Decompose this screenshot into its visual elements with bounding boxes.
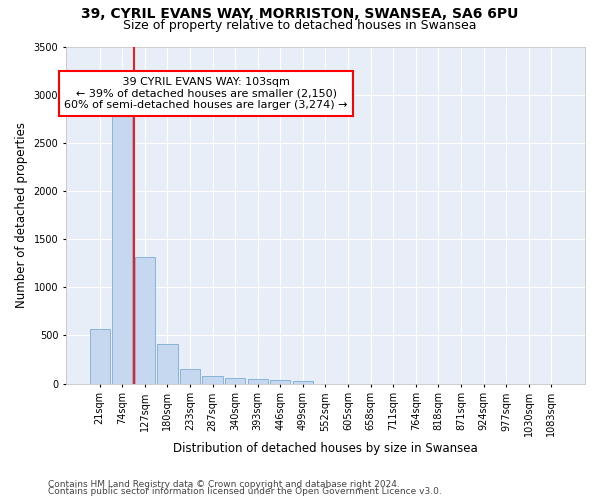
Bar	[180, 368, 200, 384]
Text: Contains public sector information licensed under the Open Government Licence v3: Contains public sector information licen…	[48, 487, 442, 496]
Text: Contains HM Land Registry data © Crown copyright and database right 2024.: Contains HM Land Registry data © Crown c…	[48, 480, 400, 489]
Bar	[225, 378, 245, 384]
Bar	[89, 328, 110, 384]
Text: 39, CYRIL EVANS WAY, MORRISTON, SWANSEA, SA6 6PU: 39, CYRIL EVANS WAY, MORRISTON, SWANSEA,…	[82, 8, 518, 22]
Text: 39 CYRIL EVANS WAY: 103sqm   
← 39% of detached houses are smaller (2,150)
60% o: 39 CYRIL EVANS WAY: 103sqm ← 39% of deta…	[64, 77, 348, 110]
Bar	[134, 258, 155, 384]
Bar	[112, 102, 133, 384]
Bar	[248, 378, 268, 384]
Bar	[293, 380, 313, 384]
Bar	[202, 376, 223, 384]
Bar	[270, 380, 290, 384]
Text: Size of property relative to detached houses in Swansea: Size of property relative to detached ho…	[123, 18, 477, 32]
X-axis label: Distribution of detached houses by size in Swansea: Distribution of detached houses by size …	[173, 442, 478, 455]
Y-axis label: Number of detached properties: Number of detached properties	[15, 122, 28, 308]
Bar	[157, 344, 178, 384]
